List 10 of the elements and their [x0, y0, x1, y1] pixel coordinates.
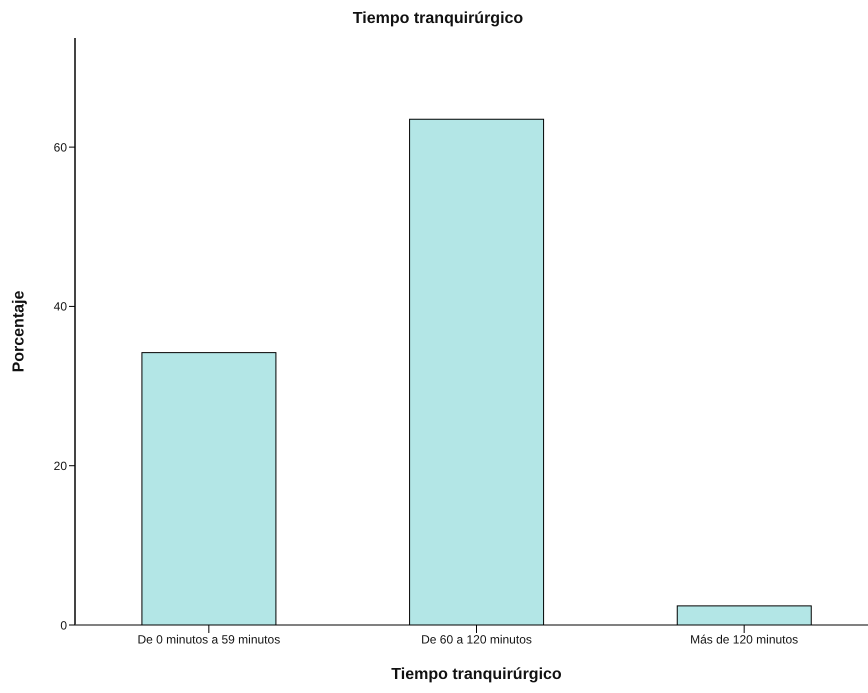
x-tick-label: De 60 a 120 minutos [421, 632, 532, 647]
y-tick-label: 20 [54, 458, 68, 473]
y-tick-label: 0 [60, 618, 68, 632]
x-axis-title: Tiempo tranquirúrgico [391, 666, 562, 683]
y-tick-label: 40 [54, 300, 68, 314]
chart-title: Tiempo tranquirúrgico [352, 10, 524, 28]
y-axis-title: Porcentaje [10, 290, 28, 372]
x-tick-label: Más de 120 minutos [690, 632, 798, 647]
x-tick-label: De 0 minutos a 59 minutos [137, 632, 280, 647]
y-tick-label: 60 [54, 140, 68, 154]
